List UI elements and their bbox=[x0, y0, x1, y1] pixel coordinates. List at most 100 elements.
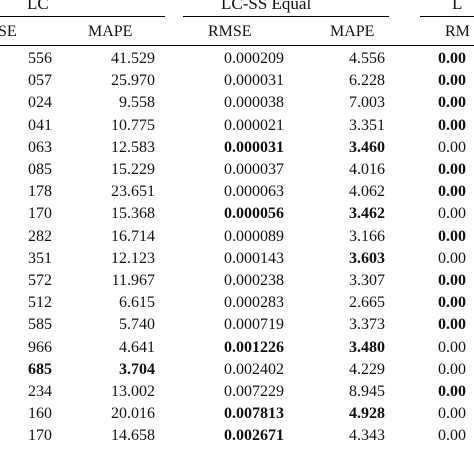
cell-mape-lc-ss: 6.228 bbox=[349, 72, 385, 90]
cell-rmse-lc: 170 bbox=[28, 427, 52, 445]
cell-rmse-lc: 572 bbox=[28, 272, 52, 289]
cell-rmse-third: 0.00 bbox=[438, 360, 466, 378]
header-rmse-3: RM bbox=[445, 23, 470, 40]
cell-mape-lc-ss: 8.945 bbox=[349, 383, 385, 400]
cell-mape-lc: 9.558 bbox=[119, 94, 155, 112]
cell-rmse-lc: 085 bbox=[28, 161, 52, 178]
cell-rmse-lc: 160 bbox=[28, 405, 52, 423]
cell-rmse-lc: 178 bbox=[28, 183, 52, 201]
cell-mape-lc: 10.775 bbox=[111, 116, 155, 134]
table-row: 041 10.775 0.000021 3.351 0.00 bbox=[0, 117, 474, 137]
cell-mape-lc: 16.714 bbox=[111, 227, 155, 245]
cell-mape-lc-ss: 3.462 bbox=[349, 205, 385, 223]
cell-mape-lc: 5.740 bbox=[119, 316, 155, 334]
header-rmse-2: RMSE bbox=[208, 23, 252, 40]
cell-mape-lc-ss: 3.460 bbox=[349, 138, 385, 156]
cell-mape-lc-ss: 2.665 bbox=[349, 294, 385, 312]
cell-mape-lc-ss: 3.480 bbox=[349, 338, 385, 356]
cell-mape-lc: 23.651 bbox=[111, 183, 155, 201]
cell-mape-lc-ss: 3.307 bbox=[349, 272, 385, 289]
table-row: 024 9.558 0.000038 7.003 0.00 bbox=[0, 94, 474, 114]
header-mape-1: MAPE bbox=[88, 23, 133, 40]
cell-rmse-lc-ss: 0.000063 bbox=[224, 183, 284, 201]
cell-mape-lc-ss: 4.229 bbox=[349, 360, 385, 378]
cell-rmse-lc-ss: 0.002671 bbox=[224, 427, 284, 445]
cell-rmse-lc: 685 bbox=[28, 360, 52, 378]
group-rule-lc bbox=[0, 16, 165, 17]
table-row: 160 20.016 0.007813 4.928 0.00 bbox=[0, 405, 474, 425]
cell-rmse-third: 0.00 bbox=[438, 227, 466, 245]
cell-rmse-third: 0.00 bbox=[438, 427, 466, 445]
cell-rmse-third: 0.00 bbox=[438, 338, 466, 356]
cell-rmse-lc: 063 bbox=[28, 138, 52, 156]
table-row: 512 6.615 0.000283 2.665 0.00 bbox=[0, 294, 474, 314]
cell-rmse-third: 0.00 bbox=[438, 316, 466, 334]
group-rule-third bbox=[420, 16, 474, 17]
cell-rmse-lc: 585 bbox=[28, 316, 52, 334]
cell-rmse-lc-ss: 0.007813 bbox=[224, 405, 284, 423]
cell-rmse-third: 0.00 bbox=[438, 72, 466, 90]
cell-rmse-third: 0.00 bbox=[438, 205, 466, 223]
cell-rmse-lc-ss: 0.000031 bbox=[224, 138, 284, 156]
table-row: 282 16.714 0.000089 3.166 0.00 bbox=[0, 228, 474, 248]
cell-rmse-lc: 234 bbox=[28, 383, 52, 400]
cell-mape-lc: 20.016 bbox=[111, 405, 155, 423]
cell-rmse-lc: 556 bbox=[28, 50, 52, 67]
cell-rmse-third: 0.00 bbox=[438, 138, 466, 156]
cell-mape-lc: 12.583 bbox=[111, 138, 155, 156]
cell-rmse-third: 0.00 bbox=[438, 383, 466, 400]
cell-rmse-third: 0.00 bbox=[438, 272, 466, 289]
cell-rmse-lc-ss: 0.000719 bbox=[224, 316, 284, 334]
cell-mape-lc-ss: 4.343 bbox=[349, 427, 385, 445]
cell-mape-lc-ss: 4.928 bbox=[349, 405, 385, 423]
table-row: 572 11.967 0.000238 3.307 0.00 bbox=[0, 272, 474, 292]
cell-rmse-lc-ss: 0.000143 bbox=[224, 249, 284, 267]
header-rule bbox=[0, 45, 474, 46]
cell-rmse-lc: 966 bbox=[28, 338, 52, 356]
cell-rmse-lc: 282 bbox=[28, 227, 52, 245]
cell-mape-lc-ss: 3.351 bbox=[349, 116, 385, 134]
cell-rmse-lc-ss: 0.007229 bbox=[224, 383, 284, 400]
cell-mape-lc: 15.368 bbox=[111, 205, 155, 223]
table-row: 063 12.583 0.000031 3.460 0.00 bbox=[0, 139, 474, 159]
cell-mape-lc-ss: 3.603 bbox=[349, 249, 385, 267]
cell-rmse-third: 0.00 bbox=[438, 50, 466, 67]
cell-rmse-lc-ss: 0.000037 bbox=[224, 161, 284, 178]
group-label-lc-ss-equal: LC-SS Equal bbox=[221, 0, 312, 13]
cell-mape-lc: 12.123 bbox=[111, 249, 155, 267]
cell-rmse-lc-ss: 0.000021 bbox=[224, 116, 284, 134]
cell-mape-lc: 6.615 bbox=[119, 294, 155, 312]
cell-mape-lc: 3.704 bbox=[119, 360, 155, 378]
cell-rmse-lc: 351 bbox=[28, 249, 52, 267]
table-row: 085 15.229 0.000037 4.016 0.00 bbox=[0, 161, 474, 181]
cell-rmse-lc-ss: 0.000038 bbox=[224, 94, 284, 112]
cell-mape-lc: 13.002 bbox=[111, 383, 155, 400]
header-mape-2: MAPE bbox=[330, 23, 375, 40]
table-row: 556 41.529 0.000209 4.556 0.00 bbox=[0, 50, 474, 70]
table-row: 685 3.704 0.002402 4.229 0.00 bbox=[0, 361, 474, 381]
cell-rmse-third: 0.00 bbox=[438, 116, 466, 134]
cell-rmse-lc-ss: 0.000238 bbox=[224, 272, 284, 289]
cell-mape-lc-ss: 3.373 bbox=[349, 316, 385, 334]
cell-mape-lc-ss: 3.166 bbox=[349, 227, 385, 245]
cell-rmse-lc-ss: 0.000056 bbox=[224, 205, 284, 223]
cell-rmse-lc: 170 bbox=[28, 205, 52, 223]
cell-rmse-third: 0.00 bbox=[438, 405, 466, 423]
cell-rmse-third: 0.00 bbox=[438, 161, 466, 178]
cell-mape-lc-ss: 7.003 bbox=[349, 94, 385, 112]
cell-rmse-third: 0.00 bbox=[438, 249, 466, 267]
cell-mape-lc: 25.970 bbox=[111, 72, 155, 90]
table-row: 585 5.740 0.000719 3.373 0.00 bbox=[0, 316, 474, 336]
cell-rmse-lc: 041 bbox=[28, 116, 52, 134]
cell-rmse-lc: 057 bbox=[28, 72, 52, 90]
cell-rmse-third: 0.00 bbox=[438, 294, 466, 312]
table-row: 170 15.368 0.000056 3.462 0.00 bbox=[0, 205, 474, 225]
cell-mape-lc-ss: 4.062 bbox=[349, 183, 385, 201]
header-row: SE MAPE RMSE MAPE RM bbox=[0, 21, 474, 43]
table-row: 234 13.002 0.007229 8.945 0.00 bbox=[0, 383, 474, 403]
cell-rmse-lc-ss: 0.002402 bbox=[224, 360, 284, 378]
header-rmse-1: SE bbox=[0, 23, 17, 40]
table-row: 170 14.658 0.002671 4.343 0.00 bbox=[0, 427, 474, 447]
table-row: 351 12.123 0.000143 3.603 0.00 bbox=[0, 250, 474, 270]
